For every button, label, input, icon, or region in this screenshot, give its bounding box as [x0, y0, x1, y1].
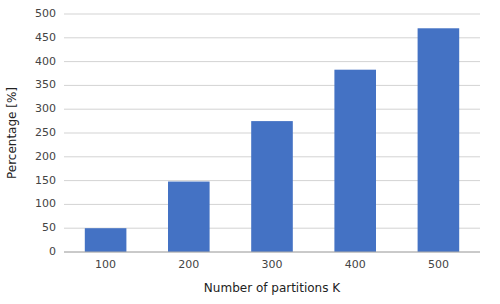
x-tick-label: 500 — [428, 258, 449, 271]
x-axis-label: Number of partitions K — [204, 281, 341, 295]
x-tick-label: 400 — [345, 258, 366, 271]
bar — [251, 121, 293, 252]
x-ticks: 100 200 300 400 500 — [95, 258, 449, 271]
x-tick-label: 300 — [262, 258, 283, 271]
y-tick-label: 200 — [35, 150, 56, 163]
y-tick-label: 250 — [35, 126, 56, 139]
chart-container: 0 50 100 150 200 250 300 350 400 450 500 100 200 300 4… — [0, 0, 500, 304]
x-tick-label: 100 — [95, 258, 116, 271]
bar — [334, 70, 376, 252]
grid-line — [64, 14, 480, 15]
bar — [418, 28, 460, 252]
chart-svg: 0 50 100 150 200 250 300 350 400 450 500 100 200 300 4… — [0, 0, 500, 304]
y-grid — [64, 14, 480, 252]
x-axis-line — [64, 252, 480, 253]
y-tick-label: 150 — [35, 174, 56, 187]
y-tick-label: 0 — [49, 245, 56, 258]
y-tick-label: 450 — [35, 31, 56, 44]
y-tick-label: 400 — [35, 55, 56, 68]
bars — [85, 28, 459, 252]
y-tick-label: 500 — [35, 7, 56, 20]
y-axis-label: Percentage [%] — [5, 87, 19, 179]
y-tick-label: 300 — [35, 102, 56, 115]
y-tick-label: 350 — [35, 78, 56, 91]
y-tick-label: 50 — [42, 221, 56, 234]
y-ticks: 0 50 100 150 200 250 300 350 400 450 500 — [35, 7, 56, 258]
y-tick-label: 100 — [35, 197, 56, 210]
x-tick-label: 200 — [178, 258, 199, 271]
grid-line — [64, 252, 480, 253]
bar — [168, 182, 210, 252]
bar — [85, 228, 127, 252]
